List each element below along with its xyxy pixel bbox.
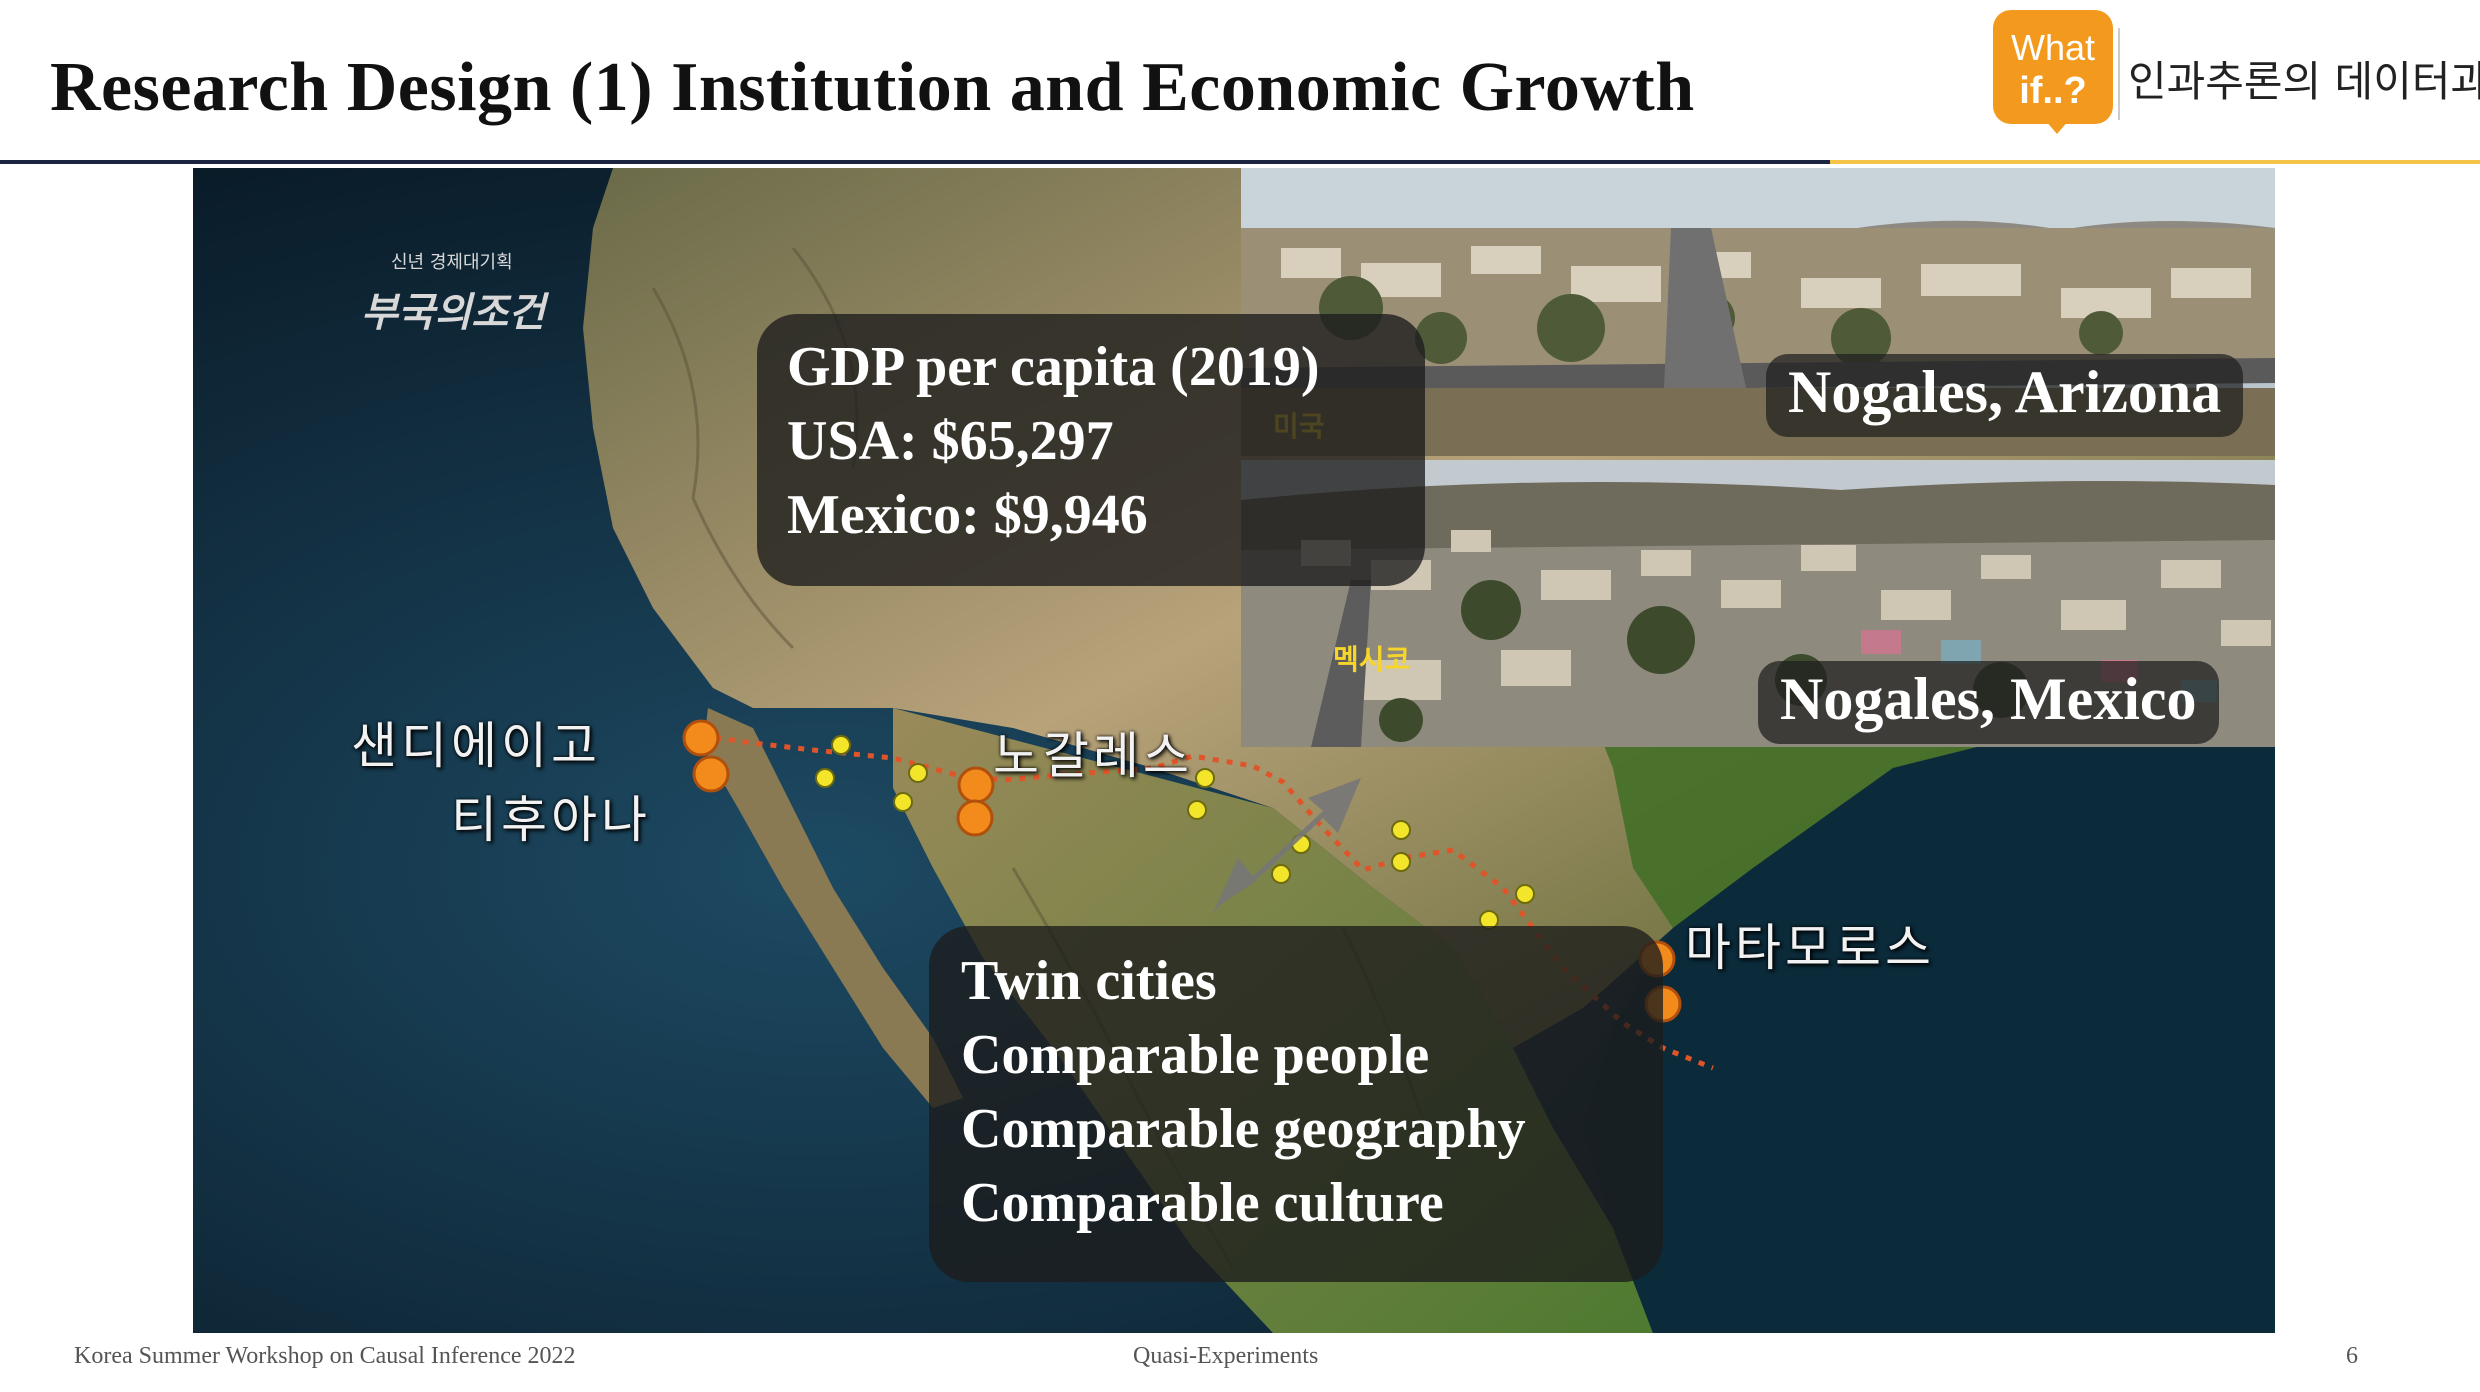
map-image: 신년 경제대기획 부국의조건 Nogales, Arizona	[193, 168, 2275, 1333]
page-number: 6	[2346, 1343, 2358, 1369]
slide-title: Research Design (1) Institution and Econ…	[50, 49, 1695, 126]
logo-separator	[2118, 28, 2120, 120]
logo-speech-tail	[2045, 120, 2069, 134]
twin-line: Comparable people	[961, 1024, 1430, 1086]
broadcast-brand: 신년 경제대기획 부국의조건	[361, 248, 545, 338]
footer-workshop: Korea Summer Workshop on Causal Inferenc…	[74, 1343, 576, 1369]
logo-line2: if..?	[2019, 70, 2087, 112]
whatif-logo: What if..?	[1993, 10, 2113, 124]
logo-line1: What	[2010, 27, 2096, 68]
title-rule	[0, 160, 1830, 164]
brand-title: 부국의조건	[361, 290, 545, 336]
city-label-nogales: 노갈레스	[993, 727, 1193, 785]
label-mexico-ko: 멕시코	[1333, 643, 1411, 676]
title-rule-accent	[1830, 160, 2480, 164]
footer-topic: Quasi-Experiments	[1133, 1343, 1319, 1369]
logo-text: 인과추론의 데이터과학	[2128, 57, 2480, 106]
city-label-tijuana: 티후아나	[451, 791, 651, 849]
twin-line: Comparable geography	[961, 1098, 1526, 1160]
caption-nogales-arizona: Nogales, Arizona	[1766, 354, 2244, 437]
gdp-line: GDP per capita (2019)	[787, 336, 1320, 398]
city-label-san-diego: 샌디에이고	[351, 717, 601, 775]
city-label-matamoros: 마타모로스	[1685, 919, 1935, 977]
caption-nogales-mexico: Nogales, Mexico	[1758, 661, 2219, 744]
twin-line: Comparable culture	[961, 1172, 1444, 1234]
gdp-line: Mexico: $9,946	[787, 484, 1148, 546]
brand-subtitle: 신년 경제대기획	[391, 252, 513, 273]
gdp-info-box: GDP per capita (2019) USA: $65,297 Mexic…	[757, 314, 1425, 586]
twin-cities-box: Twin cities Comparable people Comparable…	[929, 926, 1663, 1282]
twin-line: Twin cities	[961, 950, 1217, 1012]
gdp-line: USA: $65,297	[787, 410, 1114, 472]
